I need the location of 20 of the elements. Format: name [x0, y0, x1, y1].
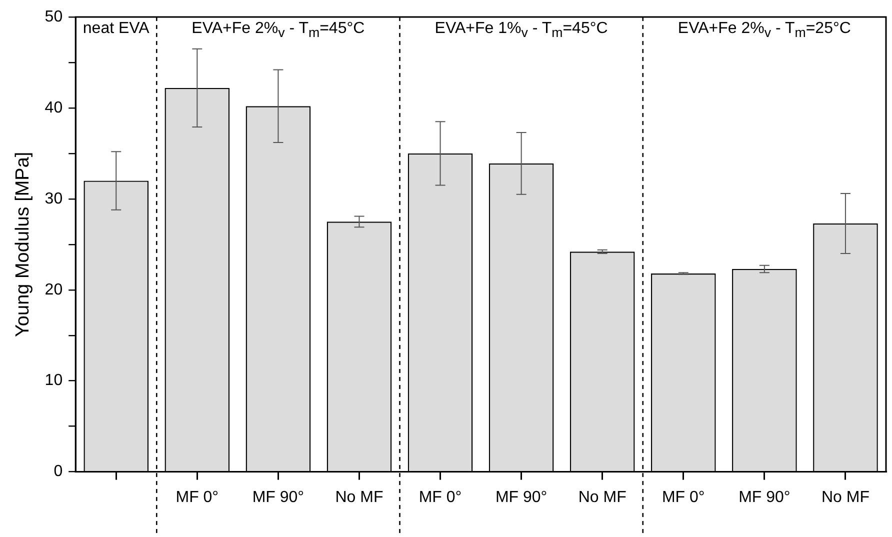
annotation: EVA+Fe 2%$_{v}$ - T$_{m}$=25°C	[676, 20, 852, 40]
y-tick-label: 0	[54, 463, 63, 480]
y-tick-label: 50	[44, 8, 63, 26]
y-tick-label: 10	[44, 372, 63, 390]
x-tick-label: MF 0°	[418, 488, 462, 506]
x-tick-label: No MF	[335, 488, 384, 506]
x-tick-label: MF 0°	[662, 488, 705, 506]
x-tick-label: MF 90°	[495, 488, 548, 506]
x-tick-label: MF 0°	[176, 488, 219, 506]
x-tick-label: MF 90°	[738, 488, 790, 506]
annotation: neat EVA	[82, 20, 150, 38]
y-axis-title: Young Modulus [MPa]	[12, 152, 34, 337]
x-tick-label: No MF	[821, 488, 870, 506]
y-tick-label: 20	[44, 281, 63, 298]
x-tick-label: MF 90°	[252, 488, 304, 506]
y-tick-label: 30	[44, 190, 63, 208]
annotation: EVA+Fe 1%$_{v}$ - T$_{m}$=45°C	[434, 20, 609, 40]
y-tick-label: 40	[44, 99, 63, 116]
annotation: EVA+Fe 2%$_{v}$ - T$_{m}$=45°C	[190, 20, 366, 40]
x-tick-label: No MF	[578, 488, 627, 506]
